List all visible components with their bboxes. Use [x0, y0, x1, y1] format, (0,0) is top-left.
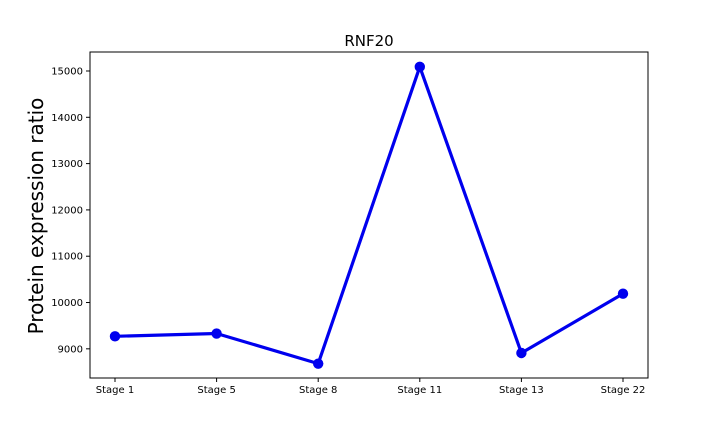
y-tick-label: 15000	[51, 66, 83, 77]
axis-ticks: Stage 1 Stage 5 Stage 8 Stage 11 Stage 13 Sta…	[51, 66, 645, 396]
y-tick-label: 11000	[51, 252, 83, 263]
y-tick-label: 14000	[51, 113, 83, 124]
data-point	[516, 347, 527, 359]
x-tick-label: Stage 22	[601, 385, 646, 396]
y-tick-label: 9000	[58, 344, 83, 355]
x-tick-label: Stage 13	[499, 385, 544, 396]
data-point	[109, 331, 121, 342]
x-tick-label: Stage 5	[197, 385, 235, 396]
y-tick-label: 12000	[51, 205, 83, 216]
plot-frame	[89, 51, 649, 379]
data-point	[211, 328, 222, 339]
series-line	[113, 65, 625, 366]
x-tick-label: Stage 1	[96, 385, 134, 396]
data-point	[617, 288, 629, 299]
data-point	[313, 358, 324, 369]
x-tick-label: Stage 8	[299, 385, 337, 396]
data-point	[414, 61, 425, 73]
chart-title: RNF20	[344, 32, 393, 50]
y-axis-label: Protein expression ratio	[24, 98, 48, 335]
x-tick-label: Stage 11	[397, 385, 442, 396]
series-layer	[109, 61, 629, 369]
y-tick-label: 10000	[51, 298, 83, 309]
y-tick-label: 13000	[51, 159, 83, 170]
